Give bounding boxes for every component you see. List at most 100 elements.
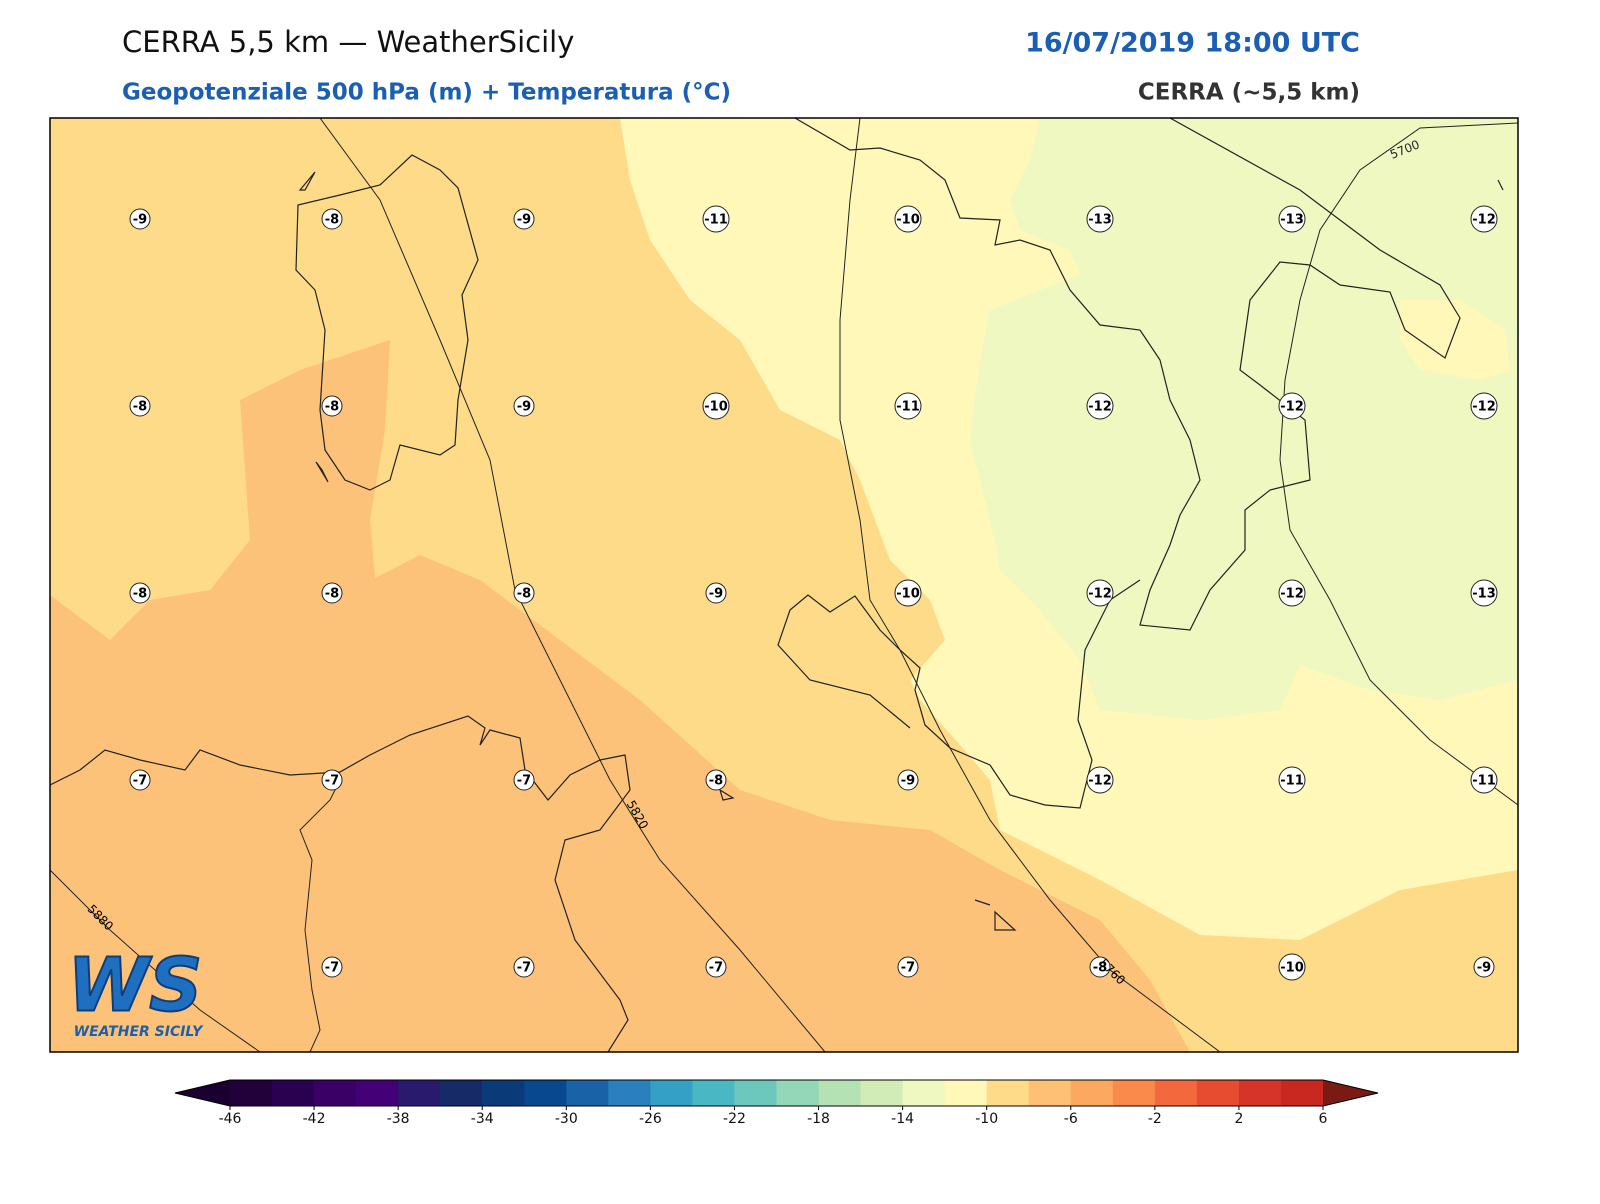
temperature-marker [1086,205,1114,233]
temperature-marker [702,392,730,420]
datetime: 16/07/2019 18:00 UTC [1025,28,1360,59]
colorbar-tick-label: -18 [807,1111,830,1127]
temperature-marker [513,956,535,978]
colorbar-tick-label: -2 [1148,1111,1162,1127]
temperature-label: -9 [901,774,915,789]
temperature-marker [705,956,727,978]
colorbar-extend [1323,1080,1378,1106]
colorbar-segment [818,1080,862,1106]
contour-line [1279,122,1518,806]
colorbar-segment [398,1080,441,1106]
colorbar-segment [440,1080,483,1106]
colorbar-tick-label: -42 [303,1111,326,1127]
colorbar-tick-label: -38 [387,1111,410,1127]
temperature-label: -12 [1088,400,1112,415]
temperature-label: -8 [1093,961,1107,976]
colorbar-segment [1154,1080,1198,1106]
temperature-marker [1470,392,1498,420]
colorbar-tick-label: -10 [975,1111,998,1127]
temperature-marker [1086,766,1114,794]
logo-mark: WS [68,943,203,1029]
colorbar-segment [272,1080,315,1106]
temperature-label: -13 [1088,213,1112,228]
coastline [50,179,1504,1052]
colorbar-segment [1196,1080,1240,1106]
temperature-label: -7 [133,774,147,789]
temperature-marker [321,769,343,791]
temperature-marker [1278,953,1306,981]
temperature-label: -8 [325,213,339,228]
temperature-marker [705,582,727,604]
colorbar-tick-label: -22 [723,1111,746,1127]
temperature-marker [702,205,730,233]
temperature-marker [1086,579,1114,607]
colorbar-segment [524,1080,567,1106]
title: CERRA 5,5 km — WeatherSicily [122,25,574,59]
temperature-marker [513,208,535,230]
temperature-marker [1470,579,1498,607]
colorbar-tick-label: -34 [471,1111,494,1127]
colorbar-tick-label: -46 [219,1111,242,1127]
temperature-label: -8 [325,587,339,602]
colorbar-segment [482,1080,525,1106]
temperature-label: -9 [709,587,723,602]
temperature-marker [1278,392,1306,420]
temperature-label: -7 [901,961,915,976]
colorbar-extend [175,1080,230,1106]
temperature-label: -12 [1280,400,1304,415]
temperature-label: -8 [325,400,339,415]
colorbar-tick-label: -6 [1064,1111,1078,1127]
colorbar-segment [734,1080,777,1106]
colorbar-segment [650,1080,693,1106]
temperature-label: -12 [1472,400,1496,415]
temperature-label: -9 [1477,961,1491,976]
contour-line [50,869,261,1052]
temperature-marker [321,956,343,978]
colorbar-segment [860,1080,904,1106]
temperature-marker [1470,205,1498,233]
model-label: CERRA (~5,5 km) [1138,80,1360,106]
temperature-label: -8 [133,587,147,602]
temperature-marker [129,208,151,230]
temperature-label: -10 [896,587,920,602]
colorbar-segment [1028,1080,1072,1106]
coastline [295,154,479,491]
temperature-label: -12 [1280,587,1304,602]
temperature-marker [1470,766,1498,794]
logo: WS WEATHER SICILY [67,942,205,1041]
colorbar-segment [776,1080,820,1106]
temperature-label: -9 [517,213,531,228]
temperature-label: -12 [1472,213,1496,228]
temperature-marker [894,579,922,607]
colorbar-segment [314,1080,357,1106]
temperature-marker [321,395,343,417]
field-green [970,118,1518,720]
temperature-label: -11 [896,400,920,415]
temperature-marker [894,392,922,420]
temperature-marker [1278,205,1306,233]
colorbar-tick-label: 2 [1234,1111,1243,1127]
temperature-label: -13 [1472,587,1496,602]
temperature-marker [513,582,535,604]
field-orange [50,340,1190,1052]
temperature-label: -7 [325,961,339,976]
map: -9 -8 -9 -11 -10 -13 -13 -12 -8 -8 -9 -10 -11 -12 -12 -… [50,118,1518,1052]
temperature-marker [897,956,919,978]
temperature-marker [1278,579,1306,607]
colorbar: -46 -42 -38 -34 -30 -26 -22 -18 -14 -10 -6 -2 2 6 [174,1079,1379,1127]
temperature-label: -7 [709,961,723,976]
colorbar-segment [356,1080,399,1106]
temperature-label: -10 [896,213,920,228]
temperature-label: -9 [517,400,531,415]
temperature-marker [513,395,535,417]
colorbar-segment [986,1080,1030,1106]
temperature-marker [129,769,151,791]
temperature-marker [129,582,151,604]
coastline [794,118,1461,631]
temperature-label: -11 [1280,774,1304,789]
temperature-label: -12 [1088,587,1112,602]
border-line [299,779,341,1052]
temperature-label: -13 [1280,213,1304,228]
temperature-marker [321,582,343,604]
